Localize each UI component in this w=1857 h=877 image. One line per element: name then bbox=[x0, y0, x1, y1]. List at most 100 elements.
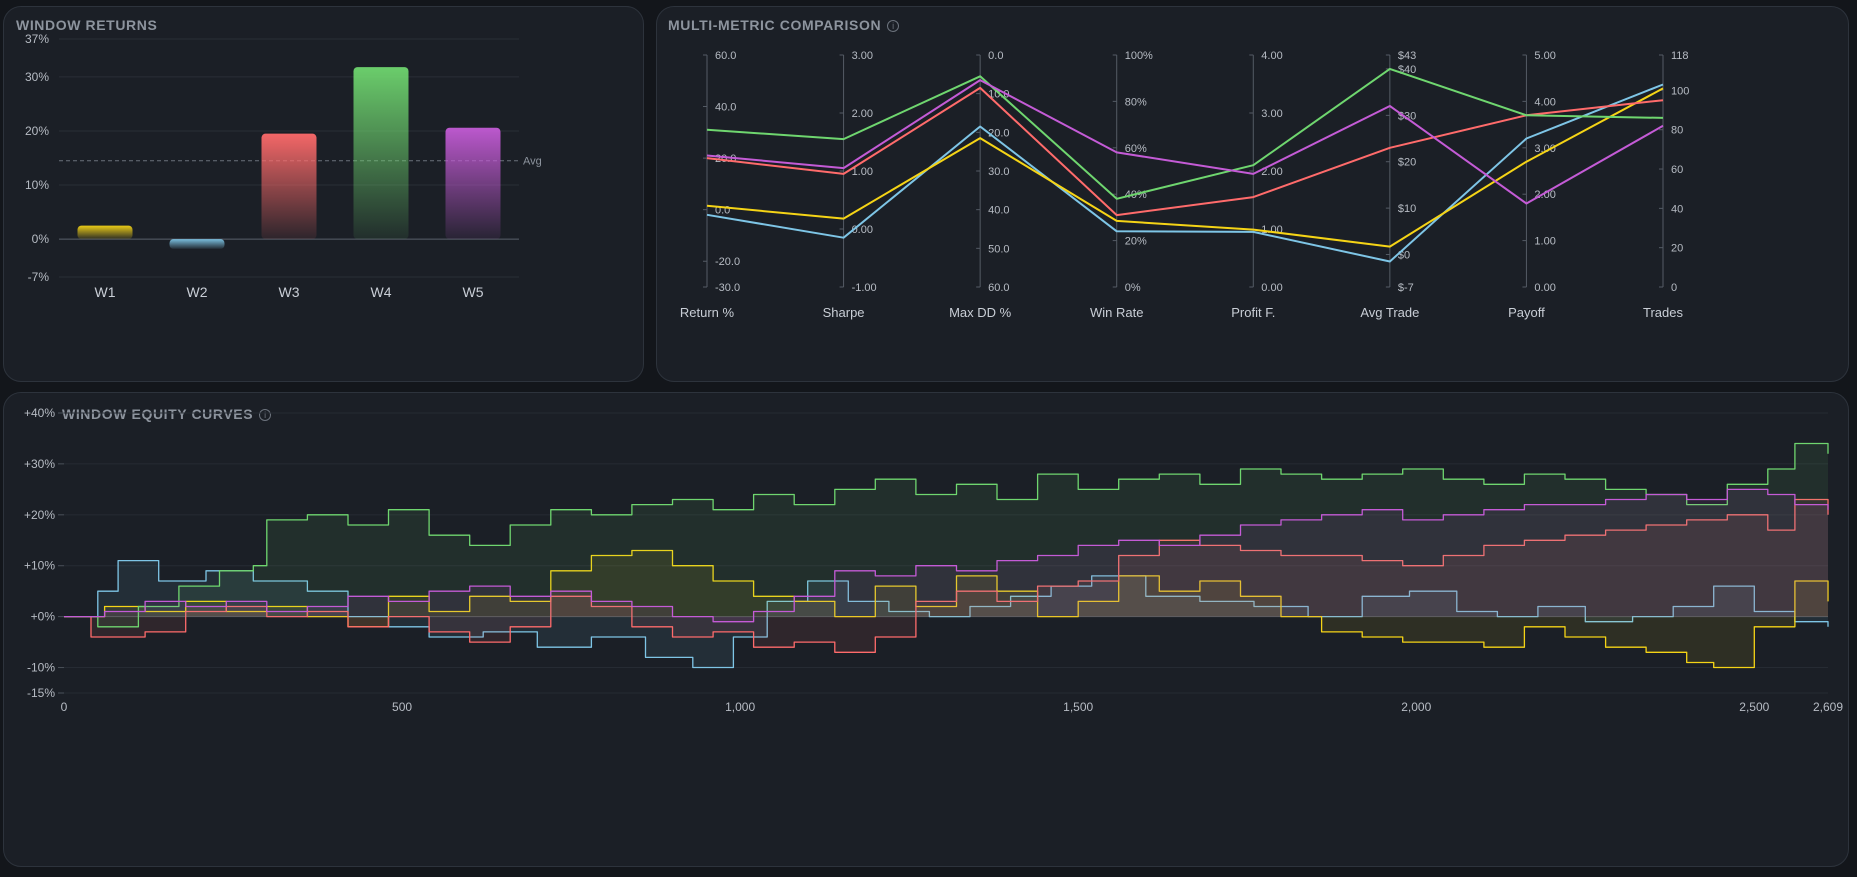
axis-tick-label: 100 bbox=[1671, 85, 1689, 97]
axis-label: Sharpe bbox=[823, 305, 865, 320]
window-returns-chart: 37% 30% 20% 10% 0% -7% Avg W1 W2 W3 W4 W5 bbox=[25, 32, 542, 300]
y-tick-label: -15% bbox=[27, 686, 55, 700]
axis-tick-label: 40.0 bbox=[715, 102, 736, 114]
axis-tick-label: 4.00 bbox=[1261, 50, 1282, 62]
series-line bbox=[706, 87, 1664, 248]
y-tick-label: +0% bbox=[31, 610, 56, 624]
series-line bbox=[64, 442, 1829, 628]
axis-tick-label: 118 bbox=[1671, 50, 1689, 62]
axis-tick-label: $10 bbox=[1398, 203, 1416, 215]
axis-tick-label: 1.00 bbox=[1534, 236, 1555, 248]
multi-metric-chart: 60.0 40.0 20.0 0.0 -20.0 -30.0 Return % 3.00 2.0… bbox=[680, 50, 1689, 320]
axis-tick-label: 2.00 bbox=[1261, 166, 1282, 178]
x-tick-label: 500 bbox=[392, 700, 412, 714]
x-tick-label: 2,000 bbox=[1401, 700, 1431, 714]
axis-tick-label: 0.00 bbox=[852, 224, 873, 236]
axis-tick-label: 40.0 bbox=[988, 205, 1009, 217]
axis-tick-label: 60.0 bbox=[715, 50, 736, 62]
axis-label: Win Rate bbox=[1090, 305, 1143, 320]
axis-label: Profit F. bbox=[1231, 305, 1275, 320]
x-tick-label: 1,500 bbox=[1063, 700, 1093, 714]
x-tick-label: W1 bbox=[95, 284, 116, 300]
axis-tick-label: 60 bbox=[1671, 164, 1683, 176]
y-tick-label: +20% bbox=[24, 508, 55, 522]
axis-tick-label: 80% bbox=[1125, 96, 1147, 108]
axis-label: Max DD % bbox=[949, 305, 1012, 320]
info-icon[interactable]: i bbox=[259, 409, 272, 421]
axis-tick-label: 50.0 bbox=[988, 243, 1009, 255]
axis-tick-label: 5.00 bbox=[1534, 50, 1555, 62]
series-line bbox=[706, 79, 1664, 205]
info-icon[interactable]: i bbox=[887, 20, 900, 32]
y-tick-label: 10% bbox=[25, 178, 49, 192]
axis-label: Avg Trade bbox=[1360, 305, 1419, 320]
axis-tick-label: $-7 bbox=[1398, 282, 1414, 294]
axis-tick-label: 0.0 bbox=[988, 50, 1003, 62]
x-tick-label: W5 bbox=[463, 284, 484, 300]
y-tick-label: 20% bbox=[25, 124, 49, 138]
x-tick-label: 0 bbox=[61, 700, 68, 714]
axis-label: Payoff bbox=[1508, 305, 1545, 320]
axis-tick-label: 4.00 bbox=[1534, 96, 1555, 108]
axis-tick-label: 3.00 bbox=[1534, 143, 1555, 155]
axis-tick-label: 100% bbox=[1125, 50, 1153, 62]
series-area bbox=[64, 499, 1828, 653]
x-tick-label: 2,500 bbox=[1739, 700, 1769, 714]
axis-tick-label: 20 bbox=[1671, 243, 1683, 255]
axis-tick-label: 0.00 bbox=[1261, 282, 1282, 294]
equity-curves-panel: WINDOW EQUITY CURVES i +40% +30% +20% +10% +0… bbox=[3, 392, 1849, 867]
axis-tick-label: 60.0 bbox=[988, 282, 1009, 294]
series-line bbox=[706, 83, 1664, 263]
y-tick-label: 37% bbox=[25, 32, 49, 46]
axis-tick-label: -30.0 bbox=[715, 282, 740, 294]
axis-tick-label: 3.00 bbox=[852, 50, 873, 62]
x-tick-label: W4 bbox=[371, 284, 392, 300]
bar bbox=[261, 133, 317, 240]
axis-tick-label: 1.00 bbox=[852, 166, 873, 178]
multi-metric-panel: MULTI-METRIC COMPARISON i 60.0 40.0 20.0 0.0… bbox=[656, 6, 1849, 382]
series-area bbox=[64, 489, 1828, 622]
axis-label: Return % bbox=[680, 305, 735, 320]
series-line bbox=[64, 498, 1829, 653]
axis-tick-label: 30.0 bbox=[988, 166, 1009, 178]
series-line bbox=[706, 67, 1664, 200]
series-area bbox=[64, 550, 1828, 668]
equity-curves-chart: +40% +30% +20% +10% +0% -10% -15% 0 500 1,000 1,50… bbox=[24, 406, 1843, 714]
axis-tick-label: -1.00 bbox=[852, 282, 877, 294]
axis-tick-label: $20 bbox=[1398, 157, 1416, 169]
bar bbox=[77, 225, 133, 240]
window-returns-title: WINDOW RETURNS bbox=[16, 17, 158, 33]
window-returns-panel: WINDOW RETURNS 37% 30% 20% 10% 0% -7% Avg W1 W2 W… bbox=[3, 6, 644, 382]
axis-tick-label: 3.00 bbox=[1261, 108, 1282, 120]
series-line bbox=[706, 86, 1664, 217]
x-tick-label: W3 bbox=[279, 284, 300, 300]
y-tick-label: 0% bbox=[32, 232, 50, 246]
axis-label: Trades bbox=[1643, 305, 1683, 320]
axis-tick-label: 0.00 bbox=[1534, 282, 1555, 294]
axis-tick-label: 20.0 bbox=[988, 127, 1009, 139]
y-tick-label: +40% bbox=[24, 406, 55, 420]
bar bbox=[445, 127, 501, 240]
axis-tick-label: 0% bbox=[1125, 282, 1141, 294]
equity-curves-title: WINDOW EQUITY CURVES bbox=[62, 406, 254, 422]
series-area bbox=[64, 443, 1828, 627]
y-tick-label: +10% bbox=[24, 559, 55, 573]
bar bbox=[353, 67, 409, 240]
multi-metric-title: MULTI-METRIC COMPARISON bbox=[668, 17, 882, 33]
axis-tick-label: 20% bbox=[1125, 236, 1147, 248]
y-tick-label: 30% bbox=[25, 70, 49, 84]
y-tick-label: -7% bbox=[28, 270, 50, 284]
axis-tick-label: 80 bbox=[1671, 125, 1683, 137]
axis-tick-label: $43 bbox=[1398, 50, 1416, 62]
avg-label: Avg bbox=[523, 156, 542, 168]
y-tick-label: -10% bbox=[27, 661, 55, 675]
axis-tick-label: -20.0 bbox=[715, 256, 740, 268]
axis-tick-label: 0 bbox=[1671, 282, 1677, 294]
x-tick-label: 2,609 bbox=[1813, 700, 1843, 714]
axis-tick-label: 40 bbox=[1671, 203, 1683, 215]
axis-tick-label: 2.00 bbox=[852, 108, 873, 120]
bar bbox=[169, 239, 225, 249]
x-tick-label: W2 bbox=[187, 284, 208, 300]
x-tick-label: 1,000 bbox=[725, 700, 755, 714]
axis-tick-label: $30 bbox=[1398, 110, 1416, 122]
